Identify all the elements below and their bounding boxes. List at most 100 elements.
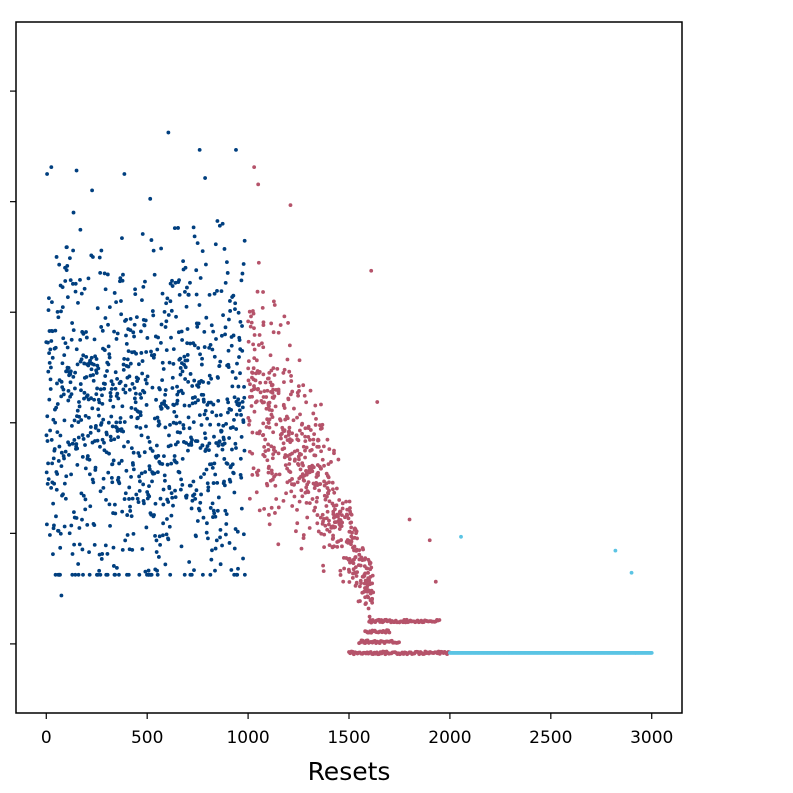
data-point-s0-984	[242, 572, 247, 577]
data-point-s0-712	[188, 280, 192, 285]
data-point-s0-962	[238, 319, 243, 324]
data-point-s0-645	[174, 414, 179, 419]
data-point-s0-751	[195, 519, 200, 523]
data-point-s0-44	[53, 420, 58, 425]
data-point-s0-625	[170, 386, 175, 390]
data-point-s1-188	[286, 433, 291, 437]
data-point-s1-481	[320, 457, 325, 462]
data-point-s1-141	[294, 529, 298, 534]
data-point-s1-218	[331, 512, 336, 517]
data-point-s1-304	[289, 379, 294, 383]
data-point-s0-803	[206, 485, 211, 490]
data-point-s0-611	[167, 360, 172, 365]
data-point-s0-277	[100, 552, 105, 556]
data-point-s0-18	[48, 533, 52, 537]
data-point-s1-717	[397, 640, 401, 645]
data-point-s0-721	[189, 572, 194, 577]
data-point-s0-607	[166, 313, 171, 317]
data-point-s0-388	[122, 497, 127, 501]
data-point-s1-390	[257, 333, 262, 337]
data-point-s0-760	[197, 508, 202, 513]
data-point-s0-306	[106, 322, 110, 327]
data-point-s0-356	[116, 435, 121, 440]
data-point-s0-766	[198, 475, 203, 480]
data-point-s0-614	[168, 572, 173, 577]
data-point-s0-22	[48, 387, 53, 391]
data-point-s0-808	[207, 441, 212, 446]
data-point-s0-190	[82, 286, 87, 291]
data-point-s1-94	[366, 606, 371, 611]
data-point-s0-424	[129, 446, 134, 451]
data-point-s0-605	[166, 537, 171, 542]
data-point-s1-245	[313, 423, 318, 427]
data-point-s0-821	[210, 548, 214, 553]
data-point-s0-232	[91, 373, 95, 377]
data-point-s0-927	[231, 293, 236, 298]
data-point-s0-886	[223, 332, 227, 337]
data-point-s0-876	[221, 313, 225, 318]
data-point-s0-865	[218, 413, 223, 417]
data-points	[44, 130, 654, 657]
data-point-s1-446	[366, 570, 370, 575]
data-point-s0-795	[204, 530, 209, 535]
data-point-s1-317	[288, 392, 293, 397]
data-point-s1-130	[310, 469, 315, 474]
data-point-s0-824	[210, 501, 215, 506]
data-point-s0-317	[108, 398, 113, 403]
data-point-s0-646	[174, 460, 179, 465]
data-point-s1-46	[345, 507, 350, 512]
data-point-s0-433	[131, 450, 136, 455]
data-point-s0-268	[98, 572, 103, 577]
data-point-s1-65	[269, 468, 274, 473]
data-point-s0-265	[97, 255, 102, 260]
data-point-s0-250	[94, 371, 99, 375]
data-point-s0-854	[216, 422, 221, 427]
data-point-s0-986	[197, 147, 202, 152]
data-point-s0-354	[115, 331, 120, 336]
data-point-s0-690	[183, 265, 188, 270]
data-point-s1-518	[358, 563, 363, 568]
data-point-s0-592	[163, 388, 168, 392]
data-point-s1-37	[325, 509, 330, 514]
data-point-s0-621	[169, 491, 174, 496]
data-point-s1-573	[281, 403, 286, 408]
data-point-s0-697	[185, 285, 189, 290]
data-point-s0-814	[208, 343, 213, 347]
data-point-s1-119	[340, 544, 344, 549]
data-point-s0-275	[99, 557, 104, 561]
data-point-s0-644	[174, 421, 179, 426]
data-point-s0-307	[106, 470, 111, 475]
data-point-s1-392	[363, 595, 368, 600]
data-point-s0-351	[115, 376, 120, 381]
data-point-s0-778	[201, 392, 206, 397]
data-point-s1-427	[252, 347, 257, 352]
data-point-s0-486	[142, 390, 147, 395]
data-point-s0-752	[196, 398, 200, 403]
data-point-s0-641	[173, 495, 178, 500]
data-point-s0-321	[109, 438, 113, 442]
data-point-s0-673	[180, 338, 185, 342]
data-point-s0-441	[133, 292, 138, 297]
data-point-s0-782	[202, 472, 206, 476]
data-point-s0-831	[212, 434, 216, 439]
data-point-s0-650	[175, 398, 180, 403]
data-point-s1-488	[255, 387, 260, 392]
data-point-s1-29	[353, 583, 358, 588]
data-point-s0-417	[128, 328, 133, 333]
data-point-s1-1	[330, 487, 335, 492]
data-point-s0-51	[54, 255, 59, 259]
data-point-s1-175	[315, 495, 320, 500]
data-point-s0-375	[120, 236, 124, 241]
data-point-s0-677	[181, 391, 185, 396]
data-point-s0-889	[223, 280, 228, 285]
data-point-s0-81	[60, 285, 65, 290]
data-point-s1-471	[298, 412, 302, 417]
data-point-s0-55	[55, 430, 60, 435]
data-point-s0-966	[239, 475, 244, 480]
data-point-s1-591	[353, 527, 358, 532]
data-point-s1-549	[262, 389, 267, 394]
data-point-s0-128	[70, 321, 75, 325]
data-point-s0-376	[120, 509, 125, 514]
data-point-s1-512	[304, 400, 309, 405]
data-point-s0-684	[182, 354, 187, 359]
